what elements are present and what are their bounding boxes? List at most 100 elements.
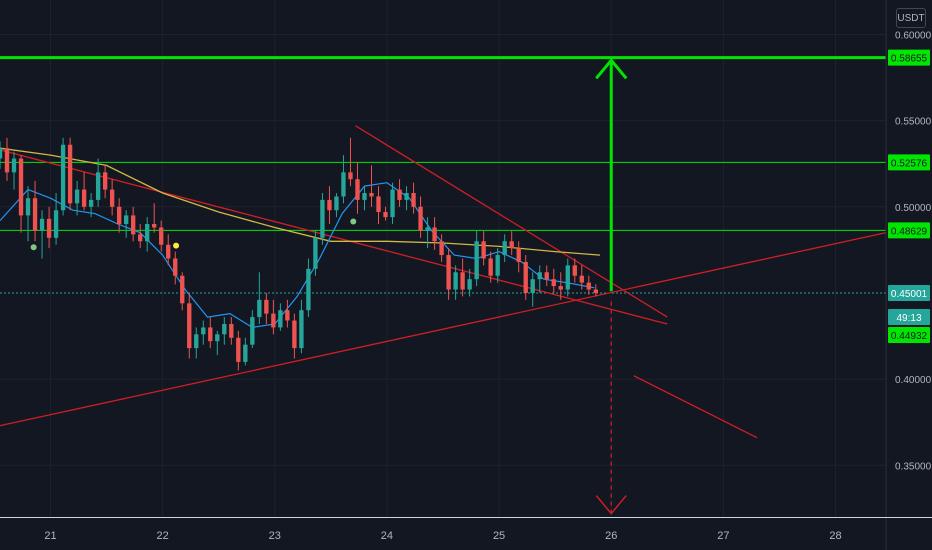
candle-body-45 <box>313 237 318 269</box>
x-tick-label-6: 27 <box>717 530 729 542</box>
candle-body-8 <box>53 210 59 238</box>
candle-body-68 <box>474 241 479 280</box>
candle-body-13 <box>88 199 94 207</box>
y-tick-label-3: 0.40000 <box>895 375 932 386</box>
candle-body-19 <box>131 215 136 235</box>
current-price-label: 0.45001 <box>891 289 928 300</box>
candle-body-14 <box>95 172 101 200</box>
candle-body-82 <box>572 265 577 276</box>
candle-body-72 <box>502 241 507 256</box>
candle-body-30 <box>208 327 213 342</box>
candle-body-75 <box>523 261 528 293</box>
candle-body-61 <box>425 227 430 231</box>
candle-body-74 <box>516 248 521 262</box>
candle-body-79 <box>551 279 556 287</box>
x-tick-label-5: 26 <box>605 530 617 542</box>
candle-body-51 <box>355 179 360 200</box>
candle-body-83 <box>579 275 584 283</box>
arrow-head-down[interactable] <box>595 495 627 515</box>
target-arrows[interactable] <box>595 57 628 515</box>
ma-slow-line <box>0 147 601 256</box>
candle-body-16 <box>109 189 115 207</box>
candle-body-65 <box>453 272 458 290</box>
candle-body-53 <box>369 193 374 197</box>
candle-body-2 <box>11 158 17 173</box>
level-label-0: 0.58655 <box>891 54 928 65</box>
candle-body-64 <box>446 255 451 290</box>
candle-body-23 <box>159 227 164 245</box>
candle-body-80 <box>558 286 563 290</box>
candle-body-40 <box>278 310 283 328</box>
candle-body-52 <box>362 193 367 200</box>
level-label-0-bg <box>888 49 930 66</box>
price-levels[interactable] <box>0 56 886 294</box>
countdown-label: 49:13 <box>896 313 921 324</box>
candle-body-85 <box>593 289 598 293</box>
candle-body-17 <box>116 206 122 225</box>
x-tick-label-4: 25 <box>493 530 505 542</box>
signal-dot-0 <box>30 244 37 251</box>
level-label-1: 0.52576 <box>891 158 928 169</box>
countdown-label-bg <box>888 308 930 325</box>
candle-body-37 <box>257 299 262 318</box>
trend-line-0[interactable] <box>0 149 668 325</box>
candle-body-71 <box>495 255 500 276</box>
candle-body-22 <box>152 224 157 228</box>
candle-body-26 <box>180 275 185 304</box>
trend-line-3[interactable] <box>355 125 668 318</box>
candle-body-78 <box>544 272 549 280</box>
arrow-head-up[interactable] <box>595 57 628 80</box>
candle-body-58 <box>404 193 409 200</box>
x-tick-label-7: 28 <box>829 530 841 542</box>
level-label-1-bg <box>888 154 930 171</box>
candle-body-27 <box>187 303 192 349</box>
trend-line-2[interactable] <box>0 232 887 427</box>
price-labels: 0.58655 0.52576 0.48629 0.45001 49:13 0.44932 <box>888 49 930 343</box>
candle-body-35 <box>243 344 248 362</box>
candle-body-18 <box>123 215 129 225</box>
candle-body-6 <box>39 218 45 231</box>
x-tick-label-1: 22 <box>156 530 168 542</box>
candle-body-48 <box>334 196 339 211</box>
candle-body-56 <box>390 189 395 218</box>
candle-body-63 <box>439 241 444 256</box>
candle-body-59 <box>411 193 416 207</box>
candle-body-41 <box>285 310 290 321</box>
candle-body-25 <box>173 258 178 276</box>
candle-body-10 <box>67 144 73 204</box>
x-tick-label-0: 21 <box>44 530 56 542</box>
candle-body-55 <box>383 211 388 218</box>
candle-body-5 <box>32 198 38 231</box>
y-tick-label-4: 0.35000 <box>895 461 932 472</box>
candle-body-69 <box>481 241 486 259</box>
candle-body-1 <box>4 148 10 173</box>
candle-body-33 <box>229 323 234 338</box>
candle-body-20 <box>138 234 143 242</box>
candle-body-0 <box>0 148 3 159</box>
candle-body-46 <box>320 199 325 238</box>
candle-body-38 <box>264 299 269 314</box>
candle-body-44 <box>306 268 311 311</box>
candle-body-66 <box>460 272 465 290</box>
trend-lines[interactable] <box>0 125 887 439</box>
candle-body-32 <box>222 323 227 335</box>
grid <box>0 0 886 517</box>
ma-fast-line <box>0 182 595 329</box>
candle-body-47 <box>327 199 332 211</box>
trend-line-1[interactable] <box>633 375 758 439</box>
candle-body-54 <box>376 196 381 212</box>
currency-button[interactable]: USDT <box>896 8 926 28</box>
candle-body-76 <box>530 279 535 293</box>
candle-body-62 <box>432 227 437 242</box>
candle-body-15 <box>102 172 108 190</box>
candle-body-57 <box>397 189 402 200</box>
candle-body-3 <box>18 158 24 216</box>
y-tick-label-1: 0.55000 <box>895 117 932 128</box>
candle-body-67 <box>467 279 472 290</box>
candle-body-29 <box>201 327 206 335</box>
candle-body-4 <box>25 198 31 216</box>
candle-body-28 <box>194 334 199 349</box>
y-tick-label-0: 0.60000 <box>895 30 932 41</box>
